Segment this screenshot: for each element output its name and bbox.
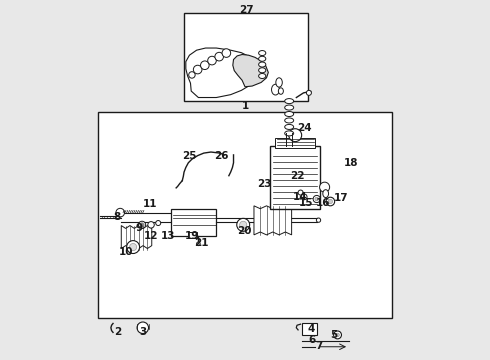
Text: 9: 9: [136, 224, 143, 233]
Text: 7: 7: [315, 341, 322, 351]
Text: 19: 19: [185, 231, 199, 240]
Circle shape: [319, 182, 330, 192]
Circle shape: [194, 65, 202, 74]
Text: 20: 20: [237, 226, 251, 236]
Circle shape: [126, 240, 140, 253]
Circle shape: [200, 61, 209, 69]
Circle shape: [301, 194, 307, 200]
Circle shape: [137, 322, 148, 333]
Circle shape: [156, 221, 161, 226]
Text: 22: 22: [290, 171, 304, 181]
Circle shape: [328, 199, 333, 204]
Ellipse shape: [285, 99, 294, 104]
Text: 27: 27: [240, 5, 254, 15]
Polygon shape: [122, 226, 152, 248]
Circle shape: [222, 49, 231, 57]
Bar: [98, 112, 392, 318]
Text: 5: 5: [330, 330, 338, 340]
Circle shape: [189, 72, 195, 78]
Bar: [188, 232, 196, 238]
Ellipse shape: [323, 190, 329, 198]
Text: 1: 1: [242, 102, 248, 112]
Text: 18: 18: [343, 158, 358, 168]
Text: 24: 24: [297, 123, 312, 133]
Circle shape: [298, 190, 303, 195]
Circle shape: [336, 333, 339, 337]
Circle shape: [313, 195, 320, 203]
Text: 25: 25: [182, 150, 196, 161]
Text: 15: 15: [299, 198, 313, 208]
Text: 21: 21: [194, 238, 209, 248]
Text: 13: 13: [161, 231, 175, 240]
Text: 4: 4: [308, 324, 315, 334]
Circle shape: [306, 90, 312, 95]
Text: 8: 8: [113, 212, 120, 221]
Ellipse shape: [278, 88, 283, 94]
Bar: [172, 209, 216, 235]
Ellipse shape: [285, 112, 294, 117]
Text: 26: 26: [215, 150, 229, 161]
Ellipse shape: [271, 84, 279, 95]
Ellipse shape: [285, 105, 294, 110]
Ellipse shape: [259, 73, 266, 78]
Text: 12: 12: [144, 231, 158, 240]
Circle shape: [196, 242, 200, 246]
Text: 2: 2: [114, 327, 122, 337]
Circle shape: [140, 223, 144, 227]
Ellipse shape: [276, 78, 282, 87]
Text: 3: 3: [139, 327, 147, 337]
Text: 6: 6: [309, 334, 316, 345]
Circle shape: [129, 243, 137, 251]
Circle shape: [315, 197, 318, 201]
Ellipse shape: [259, 62, 266, 67]
Ellipse shape: [259, 50, 266, 55]
Text: 11: 11: [143, 199, 157, 210]
Text: 23: 23: [257, 179, 272, 189]
Bar: [270, 146, 320, 209]
Bar: [302, 323, 317, 335]
Polygon shape: [186, 48, 263, 98]
Ellipse shape: [259, 56, 266, 61]
Circle shape: [317, 218, 320, 222]
Circle shape: [289, 129, 302, 141]
Text: 14: 14: [294, 192, 308, 202]
Polygon shape: [254, 206, 292, 235]
Circle shape: [334, 331, 342, 339]
Ellipse shape: [285, 118, 294, 123]
Text: 10: 10: [119, 247, 133, 257]
Circle shape: [116, 208, 124, 217]
Text: 17: 17: [334, 193, 348, 203]
Ellipse shape: [285, 131, 294, 136]
Bar: [275, 138, 315, 148]
Ellipse shape: [259, 68, 266, 73]
Bar: [184, 13, 308, 101]
Polygon shape: [233, 54, 269, 87]
Circle shape: [148, 222, 154, 228]
Text: 16: 16: [316, 198, 330, 208]
Circle shape: [237, 219, 250, 231]
Circle shape: [139, 221, 146, 228]
Ellipse shape: [285, 125, 294, 130]
Circle shape: [240, 221, 247, 228]
Circle shape: [326, 197, 335, 206]
Circle shape: [215, 52, 223, 61]
Circle shape: [208, 56, 216, 65]
